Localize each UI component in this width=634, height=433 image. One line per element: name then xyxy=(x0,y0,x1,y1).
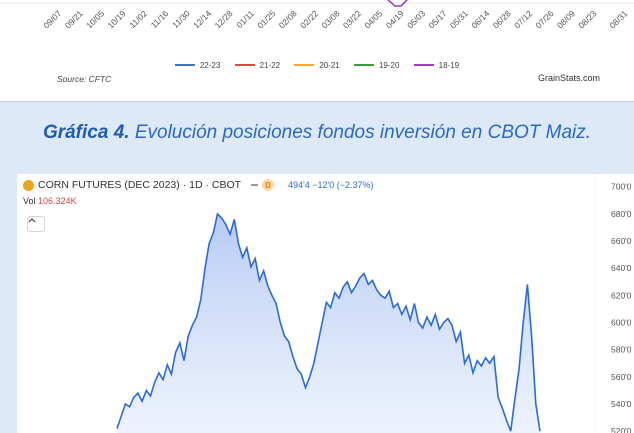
x-tick-label: 10/05 xyxy=(84,8,106,30)
volume-readout: Vol 106.324K xyxy=(23,196,77,206)
y-tick-label: 600'0 xyxy=(611,318,632,328)
volume-label: Vol xyxy=(23,196,36,206)
x-tick-label: 10/19 xyxy=(105,8,127,30)
legend-label: 20-21 xyxy=(319,60,340,70)
x-axis-ticks: 09/07 09/21 10/05 10/19 11/02 11/16 11/30 12/14… xyxy=(41,8,629,30)
caption-label: Gráfica 4. xyxy=(42,122,130,143)
caption-text: Evolución posiciones fondos inversión en… xyxy=(129,122,592,143)
chevron-up-icon xyxy=(28,218,36,223)
legend-swatch xyxy=(174,64,195,66)
delayed-badge[interactable]: D xyxy=(262,179,275,191)
x-tick-label: 11/16 xyxy=(149,8,171,30)
y-tick-label: 620'0 xyxy=(611,290,632,300)
legend-item-20-21: 20-21 xyxy=(294,60,340,70)
x-tick-label: 07/12 xyxy=(512,8,534,30)
x-tick-label: 03/08 xyxy=(319,8,341,30)
x-tick-label: 09/07 xyxy=(41,8,63,30)
x-tick-label: 05/17 xyxy=(426,8,448,30)
y-tick-label: 660'0 xyxy=(611,236,632,246)
x-tick-label: 08/31 xyxy=(607,8,629,30)
legend-label: 22-23 xyxy=(199,60,221,70)
y-tick-label: 580'0 xyxy=(611,345,632,355)
x-tick-label: 06/28 xyxy=(491,8,513,30)
y-tick-label: 680'0 xyxy=(611,209,632,219)
price-area-fill xyxy=(117,213,540,433)
symbol-logo-icon xyxy=(23,179,34,191)
legend-label: 18-19 xyxy=(438,60,460,70)
x-tick-label: 05/03 xyxy=(405,8,427,30)
x-tick-label: 11/02 xyxy=(127,8,149,30)
x-tick-label: 01/11 xyxy=(234,8,256,30)
price-change-readout: 494'4 −12'0 (−2.37%) xyxy=(288,180,374,190)
symbol-header: CORN FUTURES (DEC 2023) · 1D · CBOT D 49… xyxy=(23,179,374,191)
positions-legend: 22-23 21-22 20-21 19-20 18-19 xyxy=(0,59,634,70)
y-tick-label: 520'0 xyxy=(611,426,632,433)
volume-value: 106.324K xyxy=(38,196,77,206)
y-tick-label: 540'0 xyxy=(611,399,632,409)
legend-item-22-23: 22-23 xyxy=(174,60,221,70)
brand-label: GrainStats.com xyxy=(537,73,600,83)
legend-swatch xyxy=(294,64,315,66)
legend-label: 19-20 xyxy=(378,60,400,70)
positions-chart-panel: 09/07 09/21 10/05 10/19 11/02 11/16 11/30 12/14… xyxy=(0,0,634,102)
x-tick-label: 03/22 xyxy=(341,8,363,30)
x-tick-label: 05/31 xyxy=(448,8,470,30)
x-tick-label: 02/08 xyxy=(277,8,299,30)
x-tick-label: 11/30 xyxy=(170,8,192,30)
legend-swatch xyxy=(413,64,434,66)
figure-caption: Gráfica 4. Evolución posiciones fondos i… xyxy=(0,122,634,144)
x-tick-label: 12/14 xyxy=(191,8,213,30)
legend-label: 21-22 xyxy=(259,60,281,70)
y-tick-label: 560'0 xyxy=(611,372,632,382)
x-tick-label: 02/22 xyxy=(298,8,320,30)
price-chart-panel[interactable]: 700'0 680'0 660'0 640'0 620'0 600'0 580'0 560'0… xyxy=(17,174,634,433)
x-tick-label: 09/21 xyxy=(63,8,85,30)
series-18-19-line-tail xyxy=(387,0,408,7)
x-tick-label: 08/09 xyxy=(555,8,577,30)
legend-swatch xyxy=(234,64,255,66)
legend-item-21-22: 21-22 xyxy=(234,60,281,70)
x-tick-label: 01/25 xyxy=(255,8,277,30)
x-tick-label: 06/14 xyxy=(469,8,491,30)
x-tick-label: 07/26 xyxy=(533,8,555,30)
price-chart-svg[interactable]: 700'0 680'0 660'0 640'0 620'0 600'0 580'0 560'0… xyxy=(17,174,634,433)
x-tick-label: 12/28 xyxy=(212,8,234,30)
legend-item-18-19: 18-19 xyxy=(413,60,460,70)
positions-chart-svg: 09/07 09/21 10/05 10/19 11/02 11/16 11/30 12/14… xyxy=(0,0,634,30)
legend-swatch xyxy=(353,64,374,66)
y-tick-label: 640'0 xyxy=(611,263,632,273)
minus-icon[interactable] xyxy=(251,184,259,186)
legend-item-19-20: 19-20 xyxy=(353,60,400,70)
x-tick-label: 04/19 xyxy=(384,8,406,30)
price-line-series[interactable] xyxy=(116,212,541,432)
y-tick-label: 700'0 xyxy=(611,182,632,192)
collapse-legend-button[interactable] xyxy=(27,216,45,232)
x-tick-label: 08/23 xyxy=(576,8,598,30)
source-note: Source: CFTC xyxy=(57,74,112,84)
x-tick-label: 04/05 xyxy=(362,8,384,30)
symbol-title[interactable]: CORN FUTURES (DEC 2023) · 1D · CBOT xyxy=(38,179,242,191)
